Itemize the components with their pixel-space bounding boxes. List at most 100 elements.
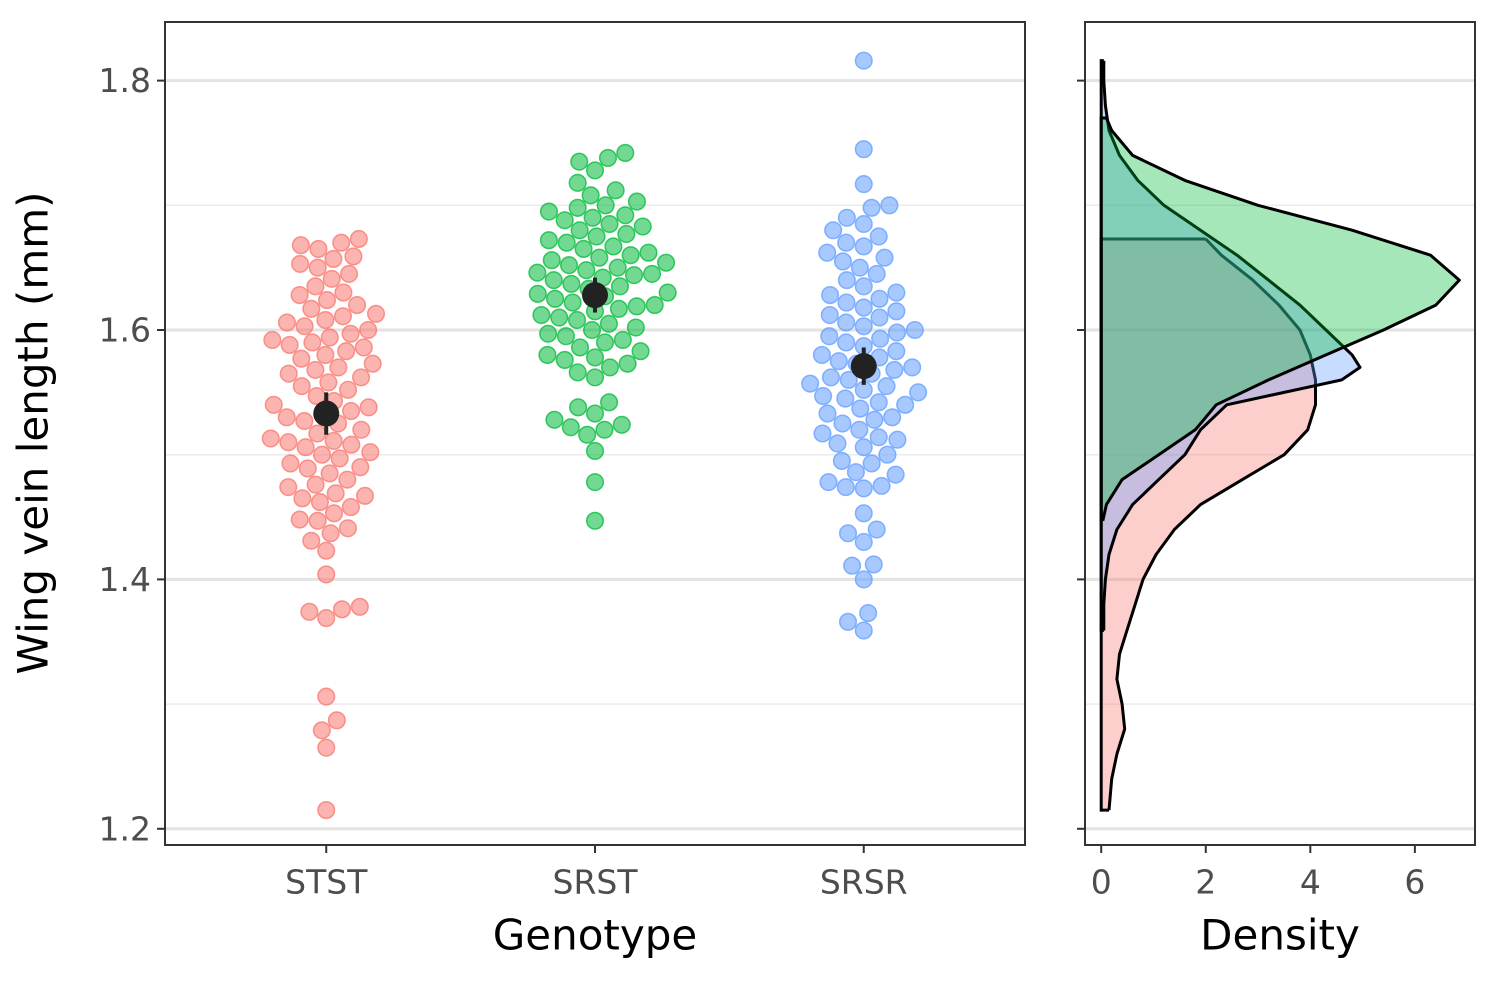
data-point [585,511,605,530]
data-point [570,221,589,240]
data-point [300,602,319,621]
data-point [277,313,297,332]
data-point [320,328,339,347]
data-point [610,277,630,296]
data-point [292,349,311,368]
x-tick-label: 4 [1300,863,1321,902]
data-point [295,317,314,336]
data-point [821,368,840,387]
x-tick-label: SRST [553,863,639,902]
data-point [599,314,618,333]
data-point [865,410,884,429]
data-point [317,291,337,310]
data-point [585,161,605,180]
data-point [281,454,300,473]
data-point [338,470,357,489]
data-point [854,175,873,194]
data-point [854,317,873,336]
data-point [363,354,382,373]
data-point [846,463,865,482]
data-point [544,271,563,290]
data-point [582,320,602,340]
data-point [869,428,888,447]
data-point [851,399,870,418]
data-point [850,258,869,277]
data-point [880,196,899,215]
panel-border [1084,21,1476,846]
mean-point [313,400,340,427]
data-point [317,541,336,560]
data-point [585,368,605,387]
density-fill [1101,60,1360,631]
data-point [568,173,587,192]
data-point [263,330,282,350]
data-point [627,297,646,316]
data-point [585,348,605,367]
density-curve [1101,117,1461,522]
data-point [854,504,873,523]
data-point [631,342,650,361]
data-point [859,604,878,623]
y-tick-label: 1.4 [99,560,151,599]
data-point [326,484,345,503]
data-point [351,368,371,387]
x-tick-label: 0 [1091,863,1112,902]
data-point [837,313,856,332]
data-point [290,286,309,305]
data-point [333,307,353,326]
data-point [657,253,676,272]
data-point [633,217,652,236]
data-point [828,434,847,453]
data-point [838,612,858,631]
data-point [354,338,373,357]
data-point [550,308,569,327]
data-point [837,293,856,312]
data-point [578,425,597,444]
y-tick-label: 1.8 [99,61,151,100]
data-point [903,358,922,377]
data-point [344,247,363,266]
data-point [839,370,858,389]
data-point [658,283,677,302]
data-point [279,478,298,497]
data-point [290,510,309,529]
data-point [317,565,336,584]
data-point [886,465,905,484]
data-point [568,363,587,382]
data-point [538,345,557,364]
data-point [306,475,325,494]
data-point [867,264,886,283]
data-point [818,243,837,262]
x-axis-title: Genotype [493,911,698,960]
data-point [310,493,330,512]
data-point [308,511,327,530]
data-point [361,443,380,462]
data-point [352,420,371,439]
x-tick-label: SRSR [820,863,908,902]
data-point [862,198,881,217]
data-point [833,414,852,433]
data-point [317,801,336,820]
mean-point [582,282,608,309]
data-point [870,289,889,308]
data-point [324,249,343,268]
density-baseline [1099,116,1107,523]
data-point [348,296,367,315]
data-point [570,152,589,171]
data-point [887,283,906,302]
data-point [869,227,888,246]
data-point [308,424,327,443]
data-point [854,570,873,589]
data-point [854,532,873,552]
data-point [545,410,564,429]
data-point [585,404,605,423]
data-point [829,352,848,371]
data-point [568,198,587,217]
data-point [812,345,831,364]
data-point [321,524,340,543]
data-point [590,248,609,267]
data-point [366,304,386,323]
data-point [645,296,664,315]
data-point [312,721,331,740]
mean-point [850,353,877,380]
